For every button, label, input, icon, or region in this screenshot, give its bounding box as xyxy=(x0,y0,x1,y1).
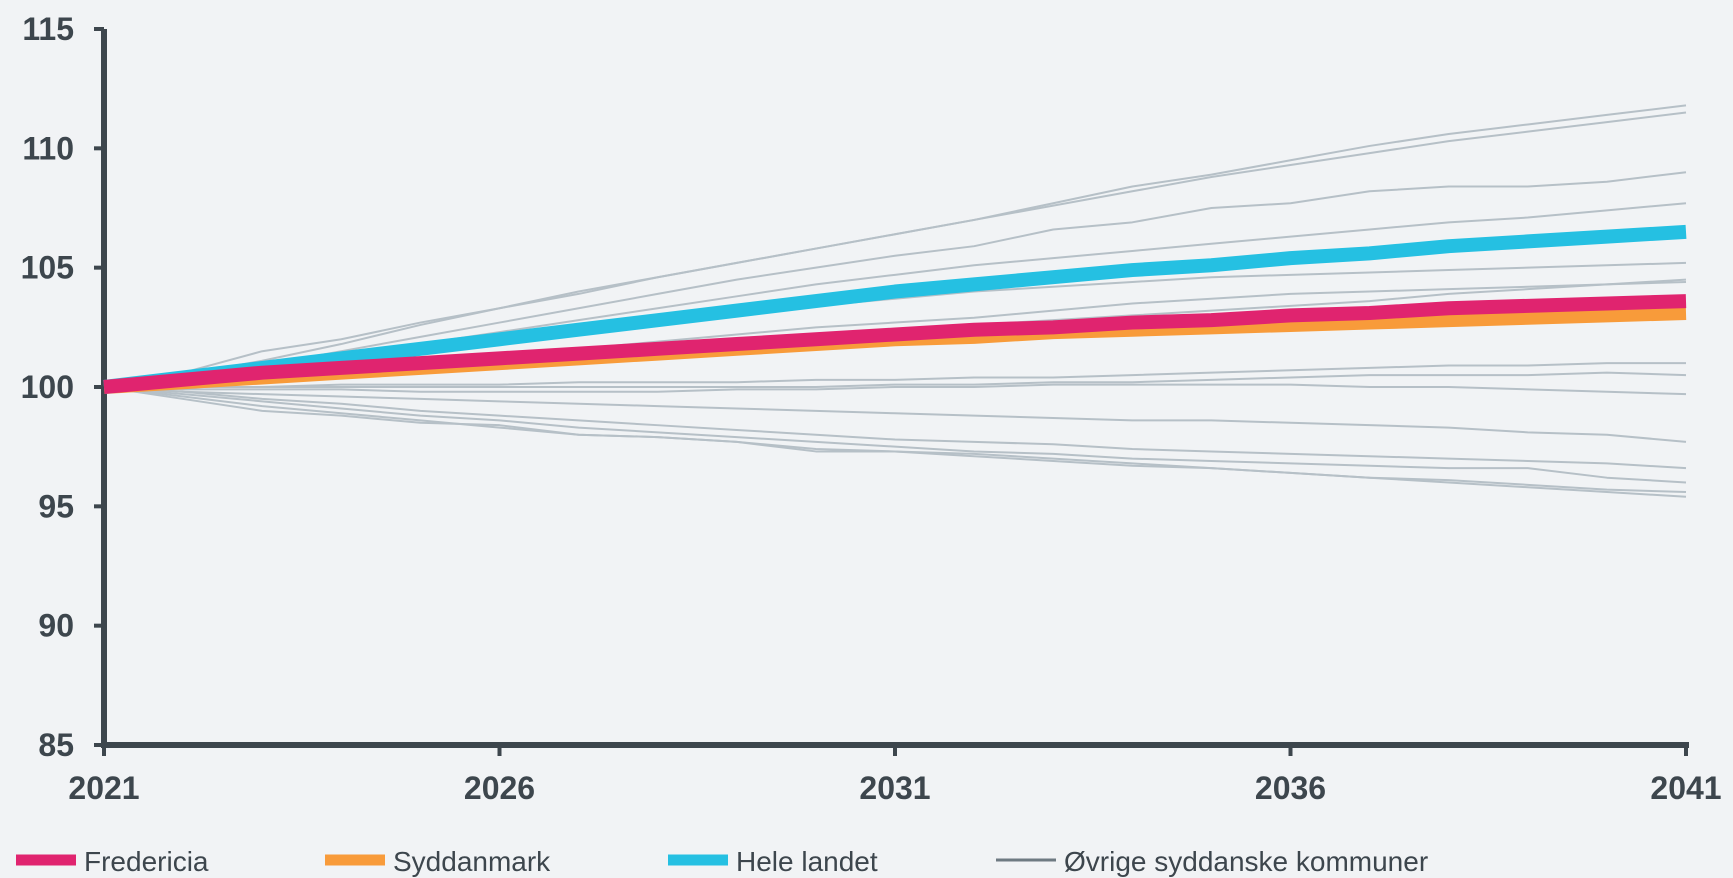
tick-labels: 85 90 95 100 105 110 115 2021 2026 2031 2036 2041 xyxy=(21,11,1722,806)
highlighted-series-lines xyxy=(103,224,1687,394)
x-tick-label: 2036 xyxy=(1255,770,1326,806)
series-line-other-5 xyxy=(103,171,1687,388)
x-tick-label: 2026 xyxy=(464,770,535,806)
y-tick-label: 85 xyxy=(38,727,74,763)
series-line-other-14 xyxy=(103,386,1687,470)
legend-item-hele-landet: Hele landet xyxy=(668,846,878,877)
legend-item-ovrige-syddanske-kommuner: Øvrige syddanske kommuner xyxy=(996,846,1428,877)
series-line-hele-landet xyxy=(103,224,1687,394)
y-tick-label: 90 xyxy=(38,608,74,644)
series-line-other-15 xyxy=(103,386,1687,484)
y-tick-label: 105 xyxy=(21,250,74,286)
legend-label: Hele landet xyxy=(736,846,878,877)
series-line-other-4 xyxy=(103,104,1687,388)
y-tick-label: 115 xyxy=(22,11,74,47)
legend: Fredericia Syddanmark Hele landet Øvrige sy… xyxy=(16,846,1428,877)
series-line-other-13 xyxy=(103,386,1687,443)
x-tick-label: 2041 xyxy=(1650,770,1721,806)
x-tick-label: 2021 xyxy=(68,770,139,806)
other-municipalities-lines xyxy=(103,104,1687,498)
legend-item-fredericia: Fredericia xyxy=(16,846,209,877)
legend-label: Fredericia xyxy=(84,846,209,877)
series-line-other-11 xyxy=(104,371,1687,388)
series-line-fredericia xyxy=(103,294,1687,394)
legend-label: Øvrige syddanske kommuner xyxy=(1064,846,1428,877)
series-line-other-12 xyxy=(103,383,1687,396)
legend-label: Syddanmark xyxy=(393,846,551,877)
y-tick-label: 100 xyxy=(21,369,74,405)
y-tick-label: 110 xyxy=(22,130,74,166)
series-line-other-10 xyxy=(104,362,1686,388)
y-tick-label: 95 xyxy=(38,488,74,524)
x-tick-label: 2031 xyxy=(859,770,930,806)
axes xyxy=(94,27,1689,756)
legend-item-syddanmark: Syddanmark xyxy=(325,846,551,877)
series-line-other-17 xyxy=(103,386,1687,494)
